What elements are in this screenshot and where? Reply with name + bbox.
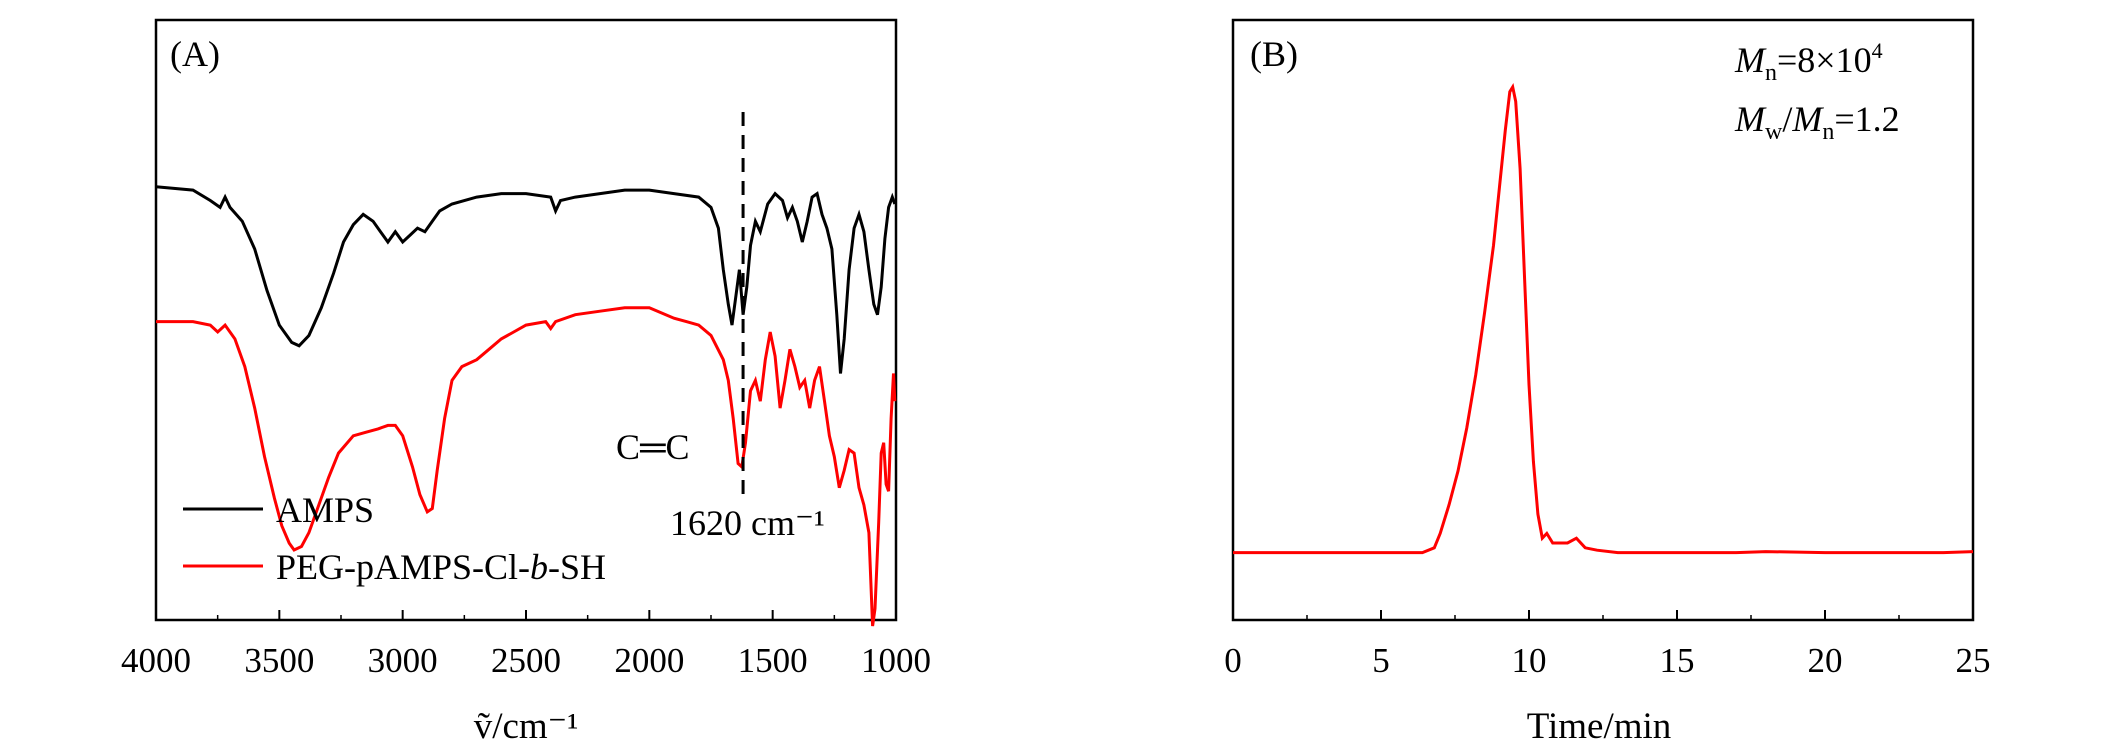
x-tick-label-b: 15 xyxy=(1660,641,1695,680)
x-tick-label-a: 2000 xyxy=(614,641,684,680)
x-tick-label-b: 10 xyxy=(1512,641,1547,680)
annotation-1620-bg xyxy=(668,498,846,546)
x-ticks-b: 0 5 10 15 20 25 xyxy=(1224,610,1991,680)
legend-label-peg-pamps: PEG-pAMPS-Cl-b-SH xyxy=(276,547,606,587)
x-tick-label-a: 2500 xyxy=(491,641,561,680)
legend-a: AMPS PEG-pAMPS-Cl-b-SH xyxy=(183,490,606,587)
x-tick-label-a: 3000 xyxy=(368,641,438,680)
x-tick-label-b: 5 xyxy=(1372,641,1390,680)
x-tick-label-a: 3500 xyxy=(244,641,314,680)
panel-label-b: (B) xyxy=(1250,34,1298,74)
annotation-1620: 1620 cm⁻¹ xyxy=(670,503,825,543)
annotation-cc: C═C xyxy=(616,427,690,467)
gpc-panel: 0 5 10 15 20 25 (B) Mn=8×104 Mw/Mn=1.2 Time/m… xyxy=(1224,18,1991,747)
x-axis-title-b: Time/min xyxy=(1527,706,1672,747)
x-axis-title-a: ṽ/cm⁻¹ xyxy=(474,706,579,747)
x-tick-label-a: 4000 xyxy=(121,641,191,680)
legend-label-amps: AMPS xyxy=(276,490,374,530)
panel-label-a: (A) xyxy=(170,34,220,74)
series-line-amps xyxy=(155,185,897,374)
ftir-panel: 4000 3500 3000 2500 2000 1500 1000 (A) C═C 162… xyxy=(121,18,931,747)
x-ticks-a: 4000 3500 3000 2500 2000 1500 1000 xyxy=(121,610,931,680)
x-tick-label-b: 0 xyxy=(1224,641,1242,680)
x-tick-label-b: 25 xyxy=(1956,641,1991,680)
x-tick-label-a: 1000 xyxy=(861,641,931,680)
series-line-peg-pamps xyxy=(156,306,897,627)
x-tick-label-b: 20 xyxy=(1808,641,1843,680)
annotation-mn: Mn=8×104 xyxy=(1734,38,1883,86)
series-line-gpc xyxy=(1233,82,1974,555)
annotation-pdi: Mw/Mn=1.2 xyxy=(1734,99,1900,145)
x-tick-label-a: 1500 xyxy=(738,641,808,680)
